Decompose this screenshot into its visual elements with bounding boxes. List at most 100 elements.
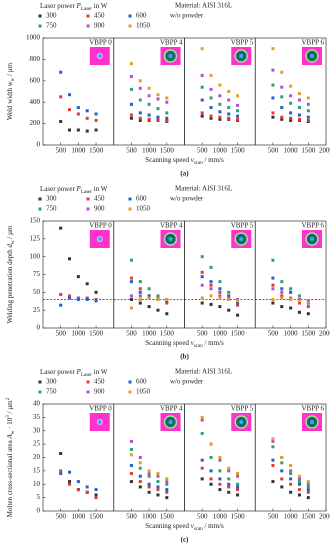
data-point (147, 86, 151, 90)
legend-marker (128, 197, 132, 201)
data-point (94, 112, 98, 116)
data-point (200, 283, 204, 287)
data-point (147, 474, 151, 478)
panel-title: VBPP 0 (89, 405, 112, 413)
data-point (138, 287, 142, 291)
panel-title: VBPP 6 (301, 222, 324, 230)
panel-title: VBPP 6 (301, 39, 324, 47)
inset-spot (239, 237, 244, 241)
x-tick-label: 1000 (142, 513, 157, 521)
data-point (85, 490, 89, 494)
data-point (306, 115, 310, 119)
y-tick-label: 125 (30, 234, 41, 242)
data-point (297, 482, 301, 486)
label-part: v (191, 522, 195, 530)
data-point (165, 100, 169, 104)
x-tick-label: 1000 (142, 147, 157, 155)
data-point (156, 93, 160, 97)
data-point (76, 112, 80, 116)
inset-spot (168, 420, 173, 424)
data-point (271, 111, 275, 115)
label-part: d (6, 244, 14, 248)
data-point (94, 493, 98, 497)
data-point (209, 265, 213, 269)
data-point (200, 270, 204, 274)
data-point (271, 287, 275, 291)
data-point (306, 300, 310, 304)
data-point (59, 226, 63, 230)
data-point (209, 302, 213, 306)
data-point (138, 301, 142, 305)
inset-spot (310, 237, 314, 241)
data-point (59, 303, 63, 307)
x-tick-label: 1500 (89, 147, 104, 155)
x-tick-label: 1000 (284, 330, 299, 338)
data-point (165, 480, 169, 484)
data-point (94, 118, 98, 122)
data-point (156, 474, 160, 478)
x-tick-label: 1000 (284, 147, 299, 155)
data-point (200, 466, 204, 470)
data-point (156, 480, 160, 484)
data-point (297, 117, 301, 121)
data-point (289, 306, 293, 310)
label-part: 3 (6, 415, 11, 418)
data-point (236, 303, 240, 307)
data-point (289, 290, 293, 294)
x-tick-label: 500 (268, 513, 279, 521)
x-tick-label: 2000 (319, 147, 330, 155)
data-point (147, 113, 151, 117)
legend-label: 900 (94, 388, 105, 396)
data-point (94, 299, 98, 303)
data-point (138, 79, 142, 83)
inset-spot (96, 53, 103, 59)
data-point (218, 117, 222, 121)
data-point (271, 96, 275, 100)
data-point (85, 109, 89, 113)
data-point (236, 485, 240, 489)
inset-spot (168, 54, 173, 58)
y-tick-label: 100 (30, 252, 41, 260)
data-point (227, 490, 231, 494)
subfigure: Laser power PLaser in W Material: AISI 31… (6, 368, 330, 544)
data-point (306, 490, 310, 494)
label-part: / µm (6, 62, 14, 77)
label-part: scan (194, 527, 203, 532)
legend-marker (86, 207, 90, 211)
legend-label: 300 (46, 12, 57, 20)
data-point (147, 305, 151, 309)
data-point (227, 308, 231, 312)
legend-title: Laser power PLaser in W (40, 2, 108, 12)
data-point (68, 482, 72, 486)
label-part: Weld width (6, 86, 14, 120)
label-part: Laser (81, 190, 92, 195)
data-point (200, 111, 204, 115)
data-point (59, 469, 63, 473)
y-tick-label: 5 (37, 493, 41, 501)
subfigure: Laser power PLaser in W Material: AISI 31… (6, 2, 330, 178)
data-point (156, 107, 160, 111)
data-point (129, 87, 133, 91)
data-point (156, 485, 160, 489)
label-part: / µm (6, 400, 14, 415)
data-point (271, 297, 275, 301)
data-point (138, 466, 142, 470)
legend-label: 900 (94, 205, 105, 213)
legend-label: 1050 (136, 205, 151, 213)
data-point (297, 477, 301, 481)
data-point (147, 287, 151, 291)
caption: (b) (180, 353, 189, 361)
data-point (297, 92, 301, 96)
y-tick-label: 200 (30, 119, 41, 127)
legend-marker (86, 380, 90, 384)
x-tick-label: 1500 (231, 330, 246, 338)
data-point (280, 477, 284, 481)
data-point (271, 83, 275, 87)
data-point (218, 110, 222, 114)
data-point (280, 70, 284, 74)
data-point (218, 102, 222, 106)
label-part: Scanning speed (145, 156, 191, 164)
data-point (147, 94, 151, 98)
data-point (147, 469, 151, 473)
